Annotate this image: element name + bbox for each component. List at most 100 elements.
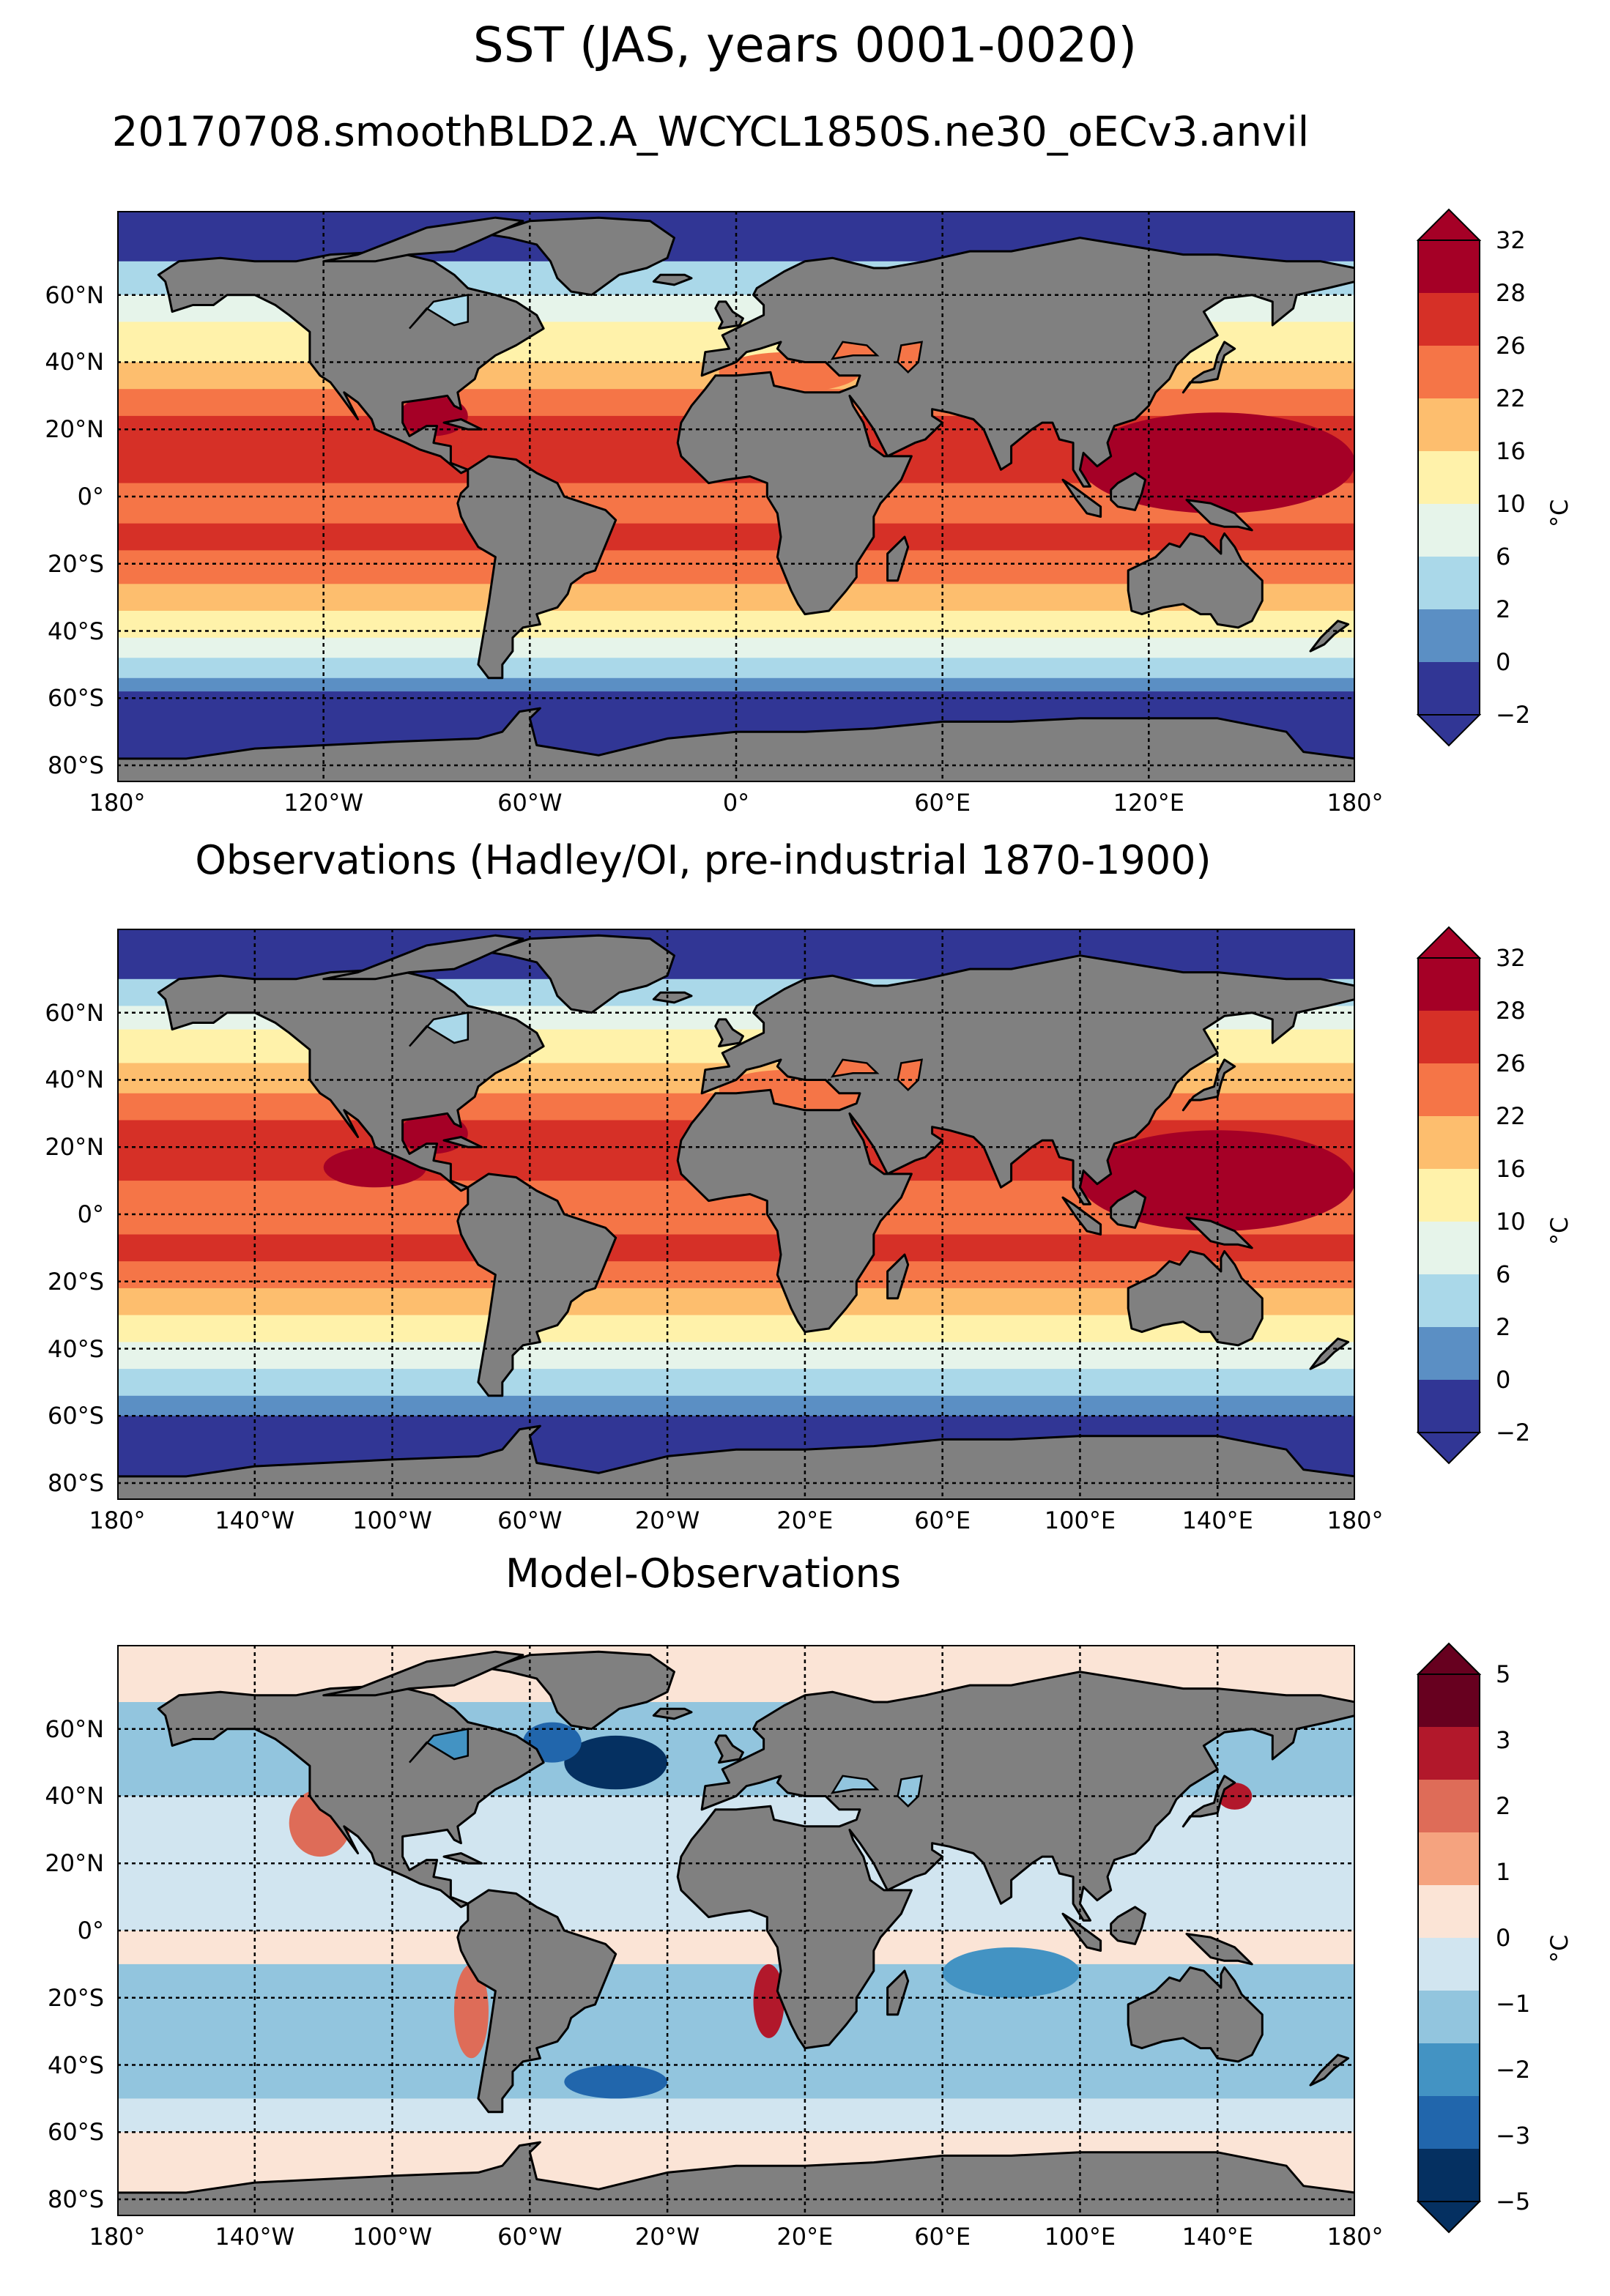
colorbar-extend-min	[1416, 714, 1482, 747]
x-tick-label: 100°E	[1044, 1506, 1116, 1534]
colorbar-level	[1418, 504, 1480, 557]
inland-sea	[830, 1775, 880, 1794]
canadian-arctic-land	[322, 216, 524, 263]
colorbar-tick-label: 6	[1496, 543, 1511, 571]
sst-band	[117, 1234, 1355, 1262]
gulf-of-mexico	[399, 395, 468, 436]
colorbar-tick-label: −3	[1496, 2122, 1531, 2150]
map-svg	[117, 211, 1355, 782]
y-tick-label: 60°S	[47, 684, 104, 713]
y-tick-label: 0°	[77, 1200, 104, 1228]
x-tick-label: 60°E	[914, 789, 971, 817]
colorbar-level	[1418, 1274, 1480, 1327]
y-tick-label: 80°S	[47, 1469, 104, 1498]
colorbar-level	[1418, 609, 1480, 662]
colorbar-tick-label: −1	[1496, 1990, 1531, 2018]
y-tick-label: 60°N	[45, 1714, 104, 1743]
sst-band	[117, 1342, 1355, 1370]
colorbar-level	[1418, 1380, 1480, 1433]
y-tick-label: 40°N	[45, 348, 104, 376]
y-tick-label: 20°N	[45, 1849, 104, 1878]
colorbar-level	[1418, 2096, 1480, 2149]
canadian-arctic-land	[322, 934, 524, 981]
humboldt-warm-bias	[454, 1964, 489, 2059]
colorbar-tick-label: 32	[1496, 226, 1526, 254]
inland-sea	[409, 1011, 470, 1047]
borneo-land	[1110, 1906, 1147, 1945]
colorbar-tick-label: 0	[1496, 1366, 1511, 1394]
colorbar-level	[1418, 1222, 1480, 1274]
colorbar-level	[1418, 1991, 1480, 2043]
x-tick-label: 20°E	[776, 2223, 834, 2251]
y-tick-label: 20°N	[45, 1133, 104, 1162]
colorbar-extend-max	[1416, 1642, 1482, 1675]
western-pacific-warm-pool	[1080, 412, 1355, 513]
y-tick-label: 80°S	[47, 2185, 104, 2214]
north-atlantic-cold-bias	[564, 1735, 668, 1790]
map-svg	[117, 929, 1355, 1500]
case-name: 20170708.smoothBLD2.A_WCYCL1850S.ne30_oE…	[111, 108, 1310, 156]
uk-land	[714, 1018, 744, 1048]
y-tick-label: 60°N	[45, 281, 104, 309]
new-guinea-land	[1185, 1216, 1253, 1249]
x-tick-label: 60°W	[497, 1506, 563, 1534]
colorbar-svg	[1416, 926, 1482, 1465]
colorbar-tick-label: −2	[1496, 2056, 1531, 2084]
colorbar-level	[1418, 1938, 1480, 1991]
eurasia-africa-land	[676, 954, 1355, 1334]
y-tick-label: 20°N	[45, 415, 104, 444]
uk-land	[714, 1734, 744, 1764]
iceland-land	[652, 991, 693, 1004]
x-tick-label: 0°	[722, 789, 750, 817]
colorbar-level	[1418, 958, 1480, 1011]
y-tick-label: 40°S	[47, 2051, 104, 2079]
colorbar-tick-label: 6	[1496, 1260, 1511, 1288]
x-tick-label: 140°W	[215, 2223, 295, 2251]
colorbar-tick-label: 0	[1496, 1924, 1511, 1952]
eurasia-africa-land	[676, 1671, 1355, 2050]
x-tick-label: 180°	[89, 2223, 146, 2251]
model-colorbar	[1416, 208, 1482, 747]
colorbar-tick-label: 26	[1496, 332, 1526, 360]
colorbar-tick-label: 22	[1496, 384, 1526, 412]
colorbar-tick-label: 2	[1496, 595, 1511, 623]
x-tick-label: 140°E	[1181, 2223, 1253, 2251]
gulf-of-mexico	[399, 1113, 468, 1154]
sumatra-land	[1061, 478, 1102, 518]
australia-land	[1127, 1966, 1264, 2063]
observations-colorbar-label: °C	[1546, 1216, 1573, 1245]
x-tick-label: 140°E	[1181, 1506, 1253, 1534]
observations-title: Observations (Hadley/OI, pre-industrial …	[195, 837, 1212, 883]
map-frame	[117, 211, 1355, 782]
colorbar-frame	[1417, 239, 1480, 716]
cuba-land	[442, 418, 483, 431]
colorbar-tick-label: 32	[1496, 944, 1526, 972]
x-tick-label: 180°	[89, 1506, 146, 1534]
colorbar-tick-label: 22	[1496, 1102, 1526, 1130]
difference-colorbar	[1416, 1642, 1482, 2234]
iceland-land	[652, 273, 693, 286]
inland-sea	[830, 341, 880, 360]
x-tick-label: 180°	[89, 789, 146, 817]
sst-band	[117, 1395, 1355, 1416]
x-tick-label: 20°W	[634, 2223, 700, 2251]
antarctica-land	[117, 1424, 1355, 1500]
australia-land	[1127, 1250, 1264, 1347]
colorbar-tick-label: 16	[1496, 1155, 1526, 1183]
iceland-land	[652, 1707, 693, 1720]
greenland-land	[487, 1650, 675, 1731]
borneo-land	[1110, 1189, 1147, 1229]
map-svg	[117, 1645, 1355, 2216]
colorbar-level	[1418, 1674, 1480, 1727]
difference-title: Model-Observations	[505, 1550, 902, 1597]
y-tick-label: 0°	[77, 483, 104, 510]
sumatra-land	[1061, 1196, 1102, 1236]
south-america-land	[456, 455, 617, 680]
caribbean	[461, 429, 523, 464]
colorbar-tick-label: −2	[1496, 701, 1531, 729]
colorbar-level	[1418, 1063, 1480, 1116]
y-tick-label: 60°S	[47, 2118, 104, 2147]
x-tick-label: 180°	[1327, 2223, 1384, 2251]
new-guinea-land	[1185, 1933, 1253, 1966]
colorbar-tick-label: 26	[1496, 1049, 1526, 1077]
